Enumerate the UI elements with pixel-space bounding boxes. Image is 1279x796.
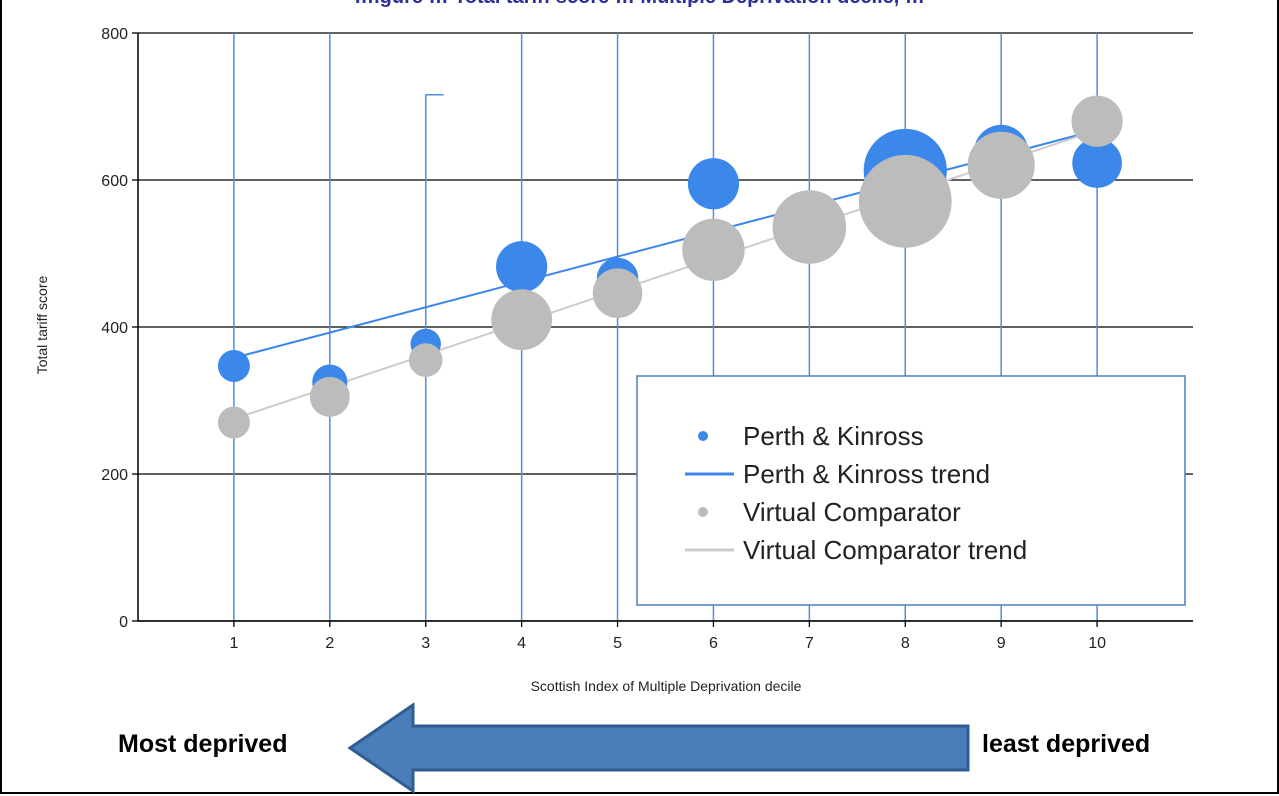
x-tick-label: 10 bbox=[1088, 635, 1106, 652]
x-tick-label: 1 bbox=[229, 635, 238, 652]
y-tick-label: 400 bbox=[101, 320, 128, 337]
legend-label: Virtual Comparator bbox=[743, 497, 961, 527]
virtual-comparator-bubble bbox=[858, 154, 952, 248]
perth-kinross-bubble bbox=[687, 158, 740, 210]
trend-lines bbox=[233, 129, 1098, 420]
trend-line bbox=[233, 129, 1098, 420]
legend-marker bbox=[698, 507, 708, 517]
legend: Perth & Kinross Perth & Kinross trend Virt… bbox=[636, 375, 1186, 606]
y-tick-label: 800 bbox=[101, 26, 128, 43]
legend-label: Perth & Kinross trend bbox=[743, 459, 990, 489]
y-tick-label: 0 bbox=[119, 614, 128, 631]
virtual-comparator-bubble bbox=[309, 376, 350, 417]
x-tick-label: 5 bbox=[613, 635, 622, 652]
axes: 0 200 400 600 800 1 2 3 4 5 6 7 8 9 10 bbox=[101, 26, 1193, 652]
legend-label: Virtual Comparator trend bbox=[743, 535, 1027, 565]
left-arrow-shape bbox=[347, 702, 970, 794]
x-tick-label: 6 bbox=[709, 635, 718, 652]
legend-label: Perth & Kinross bbox=[743, 421, 924, 451]
perth-kinross-bubble bbox=[1072, 138, 1122, 188]
most-deprived-label: Most deprived bbox=[118, 730, 288, 758]
virtual-comparator-bubble bbox=[217, 406, 250, 439]
legend-box bbox=[636, 375, 1186, 606]
virtual-comparator-bubble bbox=[491, 289, 553, 351]
y-axis-label: Total tariff score bbox=[34, 276, 50, 375]
virtual-comparator-bubble bbox=[1071, 95, 1123, 147]
figure-title: …igure … Total tariff score … Multiple D… bbox=[0, 0, 1279, 9]
perth-kinross-bubble bbox=[217, 349, 250, 382]
bubbles bbox=[217, 95, 1123, 439]
perth-kinross-bubble bbox=[496, 241, 548, 293]
x-tick-label: 2 bbox=[325, 635, 334, 652]
x-tick-label: 3 bbox=[421, 635, 430, 652]
y-tick-label: 600 bbox=[101, 173, 128, 190]
legend-marker bbox=[698, 431, 708, 441]
virtual-comparator-bubble bbox=[967, 131, 1035, 199]
x-axis-label: Scottish Index of Multiple Deprivation d… bbox=[531, 678, 802, 694]
x-tick-label: 4 bbox=[517, 635, 526, 652]
least-deprived-label: least deprived bbox=[982, 730, 1151, 758]
virtual-comparator-bubble bbox=[682, 218, 745, 282]
virtual-comparator-bubble bbox=[592, 268, 643, 318]
virtual-comparator-bubble bbox=[772, 190, 847, 264]
direction-arrow bbox=[347, 702, 970, 794]
x-tick-label: 7 bbox=[805, 635, 814, 652]
x-tick-label: 9 bbox=[997, 635, 1006, 652]
virtual-comparator-bubble bbox=[408, 343, 443, 377]
x-tick-label: 8 bbox=[901, 635, 910, 652]
y-tick-label: 200 bbox=[101, 467, 128, 484]
trend-line bbox=[233, 129, 1098, 359]
